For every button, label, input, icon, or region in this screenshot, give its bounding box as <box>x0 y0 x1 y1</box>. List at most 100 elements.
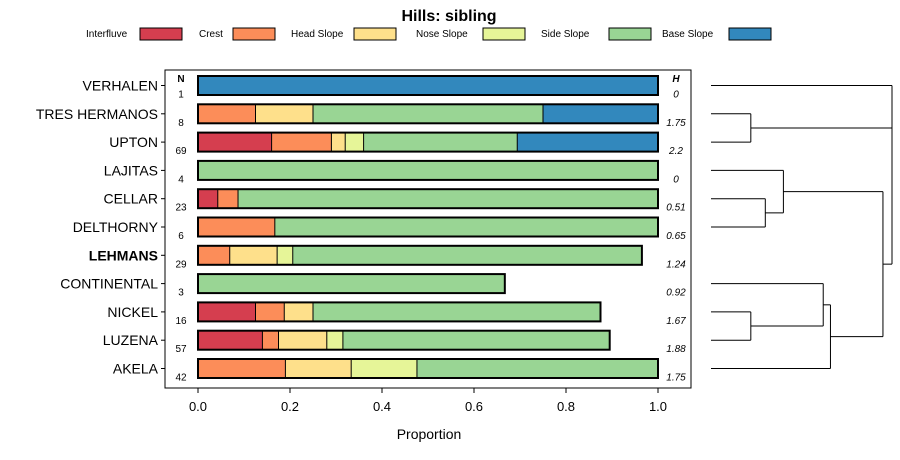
h-value: 0 <box>673 90 679 101</box>
dendrogram <box>711 85 893 369</box>
n-value: 57 <box>175 344 187 355</box>
x-axis-label: Proportion <box>397 426 462 442</box>
bar-segment <box>342 330 610 350</box>
n-value: 8 <box>178 118 184 129</box>
bar-outline <box>197 103 659 125</box>
h-value: 0.65 <box>666 231 686 242</box>
bar-segment <box>331 132 346 152</box>
bar-segment <box>198 330 263 350</box>
bar-outline <box>197 159 659 181</box>
bar-segment <box>198 302 256 322</box>
bar-segment <box>517 132 658 152</box>
bar-segment <box>313 104 543 124</box>
bar-outline <box>197 131 659 153</box>
bar-segment <box>351 359 417 378</box>
legend-label: Crest <box>199 29 223 40</box>
bar-segment <box>416 359 658 378</box>
legend-swatch <box>232 27 276 41</box>
bar-segment <box>363 132 518 152</box>
bar-segment <box>198 217 275 237</box>
legend-label: Interfluve <box>86 29 128 40</box>
n-value: 4 <box>178 174 184 185</box>
n-value: 42 <box>175 373 187 384</box>
legend-swatch <box>139 27 183 41</box>
h-value: 2.2 <box>668 146 683 157</box>
rows: N H VERHALEN 1 0 TRES HERMANOS 8 1.75 UPTON 69 2.2… <box>36 74 686 384</box>
legend-label: Side Slope <box>541 29 590 40</box>
bar-outline <box>197 273 506 295</box>
legend-swatch <box>482 27 526 41</box>
h-value: 1.24 <box>666 259 686 270</box>
bar-segment <box>271 132 332 152</box>
bar-outline <box>197 216 659 238</box>
bar-segment <box>217 189 239 209</box>
x-tick-label: 0.6 <box>465 399 483 414</box>
bar-segment <box>278 330 327 350</box>
bar-outline <box>197 329 611 351</box>
legend-label: Head Slope <box>291 29 344 40</box>
n-value: 1 <box>178 90 184 101</box>
bar-outline <box>197 301 602 323</box>
n-header: N <box>177 74 184 85</box>
n-value: 29 <box>175 259 187 270</box>
category-label: CONTINENTAL <box>60 276 158 292</box>
bar-outline <box>197 75 659 96</box>
chart-title: Hills: sibling <box>401 8 496 25</box>
h-header: H <box>672 74 680 85</box>
x-tick-label: 1.0 <box>649 399 667 414</box>
category-label: CELLAR <box>104 191 158 207</box>
category-label: NICKEL <box>107 304 158 320</box>
h-value: 1.75 <box>666 373 686 384</box>
category-label: LUZENA <box>103 332 159 348</box>
legend: Interfluve Crest Head Slope Nose Slope Side … <box>86 27 772 41</box>
h-value: 1.75 <box>666 118 686 129</box>
bar-segment <box>285 359 352 378</box>
n-value: 23 <box>175 203 187 214</box>
bar-segment <box>345 132 364 152</box>
bar-segment <box>313 302 601 322</box>
bar-outline <box>197 358 659 379</box>
h-value: 0.51 <box>666 203 685 214</box>
x-tick-label: 0.2 <box>281 399 299 414</box>
bar-segment <box>198 274 505 294</box>
bar-segment <box>198 359 286 378</box>
bar-segment <box>326 330 343 350</box>
h-value: 0.92 <box>666 288 686 299</box>
bar-segment <box>198 245 230 265</box>
x-tick-label: 0.8 <box>557 399 575 414</box>
bar-segment <box>543 104 658 124</box>
bar-segment <box>198 160 658 180</box>
bar-segment <box>284 302 313 322</box>
bars <box>197 75 659 379</box>
legend-swatch <box>353 27 397 41</box>
category-label: AKELA <box>113 361 159 377</box>
n-value: 16 <box>175 316 187 327</box>
category-label: LEHMANS <box>89 247 158 263</box>
h-value: 1.67 <box>666 316 686 327</box>
h-value: 1.88 <box>666 344 686 355</box>
bar-segment <box>274 217 658 237</box>
n-value: 69 <box>175 146 187 157</box>
bar-segment <box>198 189 218 209</box>
category-label: DELTHORNY <box>73 219 159 235</box>
n-value: 3 <box>178 288 184 299</box>
h-value: 0 <box>673 174 679 185</box>
n-value: 6 <box>178 231 184 242</box>
x-tick-label: 0.0 <box>189 399 207 414</box>
bar-segment <box>255 302 285 322</box>
bar-segment <box>262 330 279 350</box>
bar-segment <box>229 245 278 265</box>
bar-segment <box>198 132 272 152</box>
x-axis: 0.0 0.2 0.4 0.6 0.8 1.0 <box>189 388 667 414</box>
legend-swatch <box>728 27 772 41</box>
x-tick-label: 0.4 <box>373 399 391 414</box>
category-label: VERHALEN <box>83 78 158 94</box>
bar-outline <box>197 188 659 210</box>
legend-label: Base Slope <box>662 29 714 40</box>
legend-label: Nose Slope <box>416 29 468 40</box>
bar-segment <box>198 104 256 124</box>
category-label: UPTON <box>109 134 158 150</box>
bar-segment <box>292 245 642 265</box>
bar-segment <box>198 76 658 95</box>
